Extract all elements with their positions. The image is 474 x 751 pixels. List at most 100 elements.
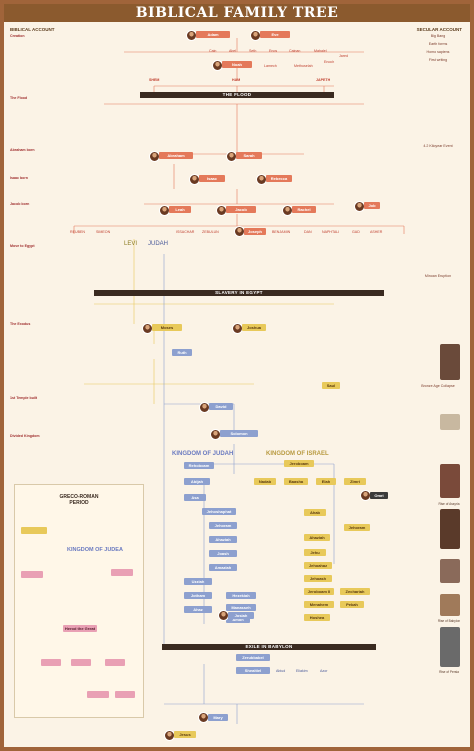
- artifact-label-babylon: Rise of Babylon: [437, 619, 461, 623]
- node-eve: Eve: [260, 31, 290, 38]
- name-ham: HAM: [232, 78, 241, 82]
- king-israel-zechariah: Zechariah: [340, 588, 370, 595]
- right-event-minoan: Minoan Eruption: [424, 274, 452, 278]
- king-judah-ahaziah: Ahaziah: [209, 536, 237, 543]
- tribe-gad: GAD: [352, 230, 360, 234]
- tribe-naphtali: NAPHTALI: [322, 230, 340, 234]
- king-judah-amon: Amon: [226, 616, 250, 623]
- biblical-account-label: BIBLICAL ACCOUNT: [10, 27, 55, 32]
- greco-roman-panel: GRECO-ROMAN PERIOD KINGDOM OF JUDEA Hero…: [14, 484, 144, 718]
- left-event-abraham: Abraham born: [10, 148, 35, 152]
- king-judah-joash: Joash: [209, 550, 237, 557]
- king-israel-pekah: Pekah: [340, 601, 364, 608]
- name-lamech: Lamech: [264, 64, 277, 68]
- king-israel-baasha: Baasha: [284, 478, 308, 485]
- king-israel-jehoram: Jehoram: [344, 524, 370, 531]
- king-israel-hoshea: Hoshea: [304, 614, 330, 621]
- greco-node-7: [105, 659, 125, 666]
- king-israel-nadab: Nadab: [254, 478, 276, 485]
- left-event-creation: Creation: [10, 34, 25, 38]
- king-judah-jehoram: Jehoram: [209, 522, 237, 529]
- node-noah: Noah: [222, 61, 252, 68]
- greco-node-2: [21, 571, 43, 578]
- node-moses: Moses: [152, 324, 182, 331]
- tribe-benjamin: BENJAMIN: [272, 230, 291, 234]
- king-israel-menahem: Menahem: [304, 601, 334, 608]
- king-judah-jotham: Jotham: [184, 592, 212, 599]
- node-saul: Saul: [322, 382, 340, 389]
- king-judah-jehoshaphat: Jehoshaphat: [202, 508, 236, 515]
- node-josiah: Josiah: [228, 612, 254, 619]
- poster-canvas: BIBLICAL FAMILY TREE BIBLICAL ACCOUNT SE…: [4, 4, 470, 747]
- king-judah-hezekiah: Hezekiah: [226, 592, 256, 599]
- left-event-egypt: Move to Egypt: [10, 244, 35, 248]
- artifact-label-persia: Rise of Persia: [439, 670, 459, 674]
- king-israel-jehoahaz: Jehoahaz: [304, 562, 332, 569]
- tribe-zebulun: ZEBULUN: [202, 230, 219, 234]
- tribe-simeon: SIMEON: [96, 230, 111, 234]
- band-flood: THE FLOOD: [140, 92, 334, 98]
- king-judah-amaziah: Amaziah: [209, 564, 237, 571]
- node-solomon: Solomon: [220, 430, 258, 437]
- node-sarah: Sarah: [236, 152, 262, 159]
- name-mahalel: Mahalel: [314, 49, 327, 53]
- tribe-dan: DAN: [304, 230, 312, 234]
- node-adam: Adam: [196, 31, 230, 38]
- king-israel-elah: Elah: [316, 478, 336, 485]
- king-israel-ahab: Ahab: [304, 509, 326, 516]
- king-israel-zimri: Zimri: [344, 478, 366, 485]
- node-ruth: Ruth: [172, 349, 192, 356]
- king-judah-ahaz: Ahaz: [184, 606, 212, 613]
- node-mary: Mary: [208, 714, 228, 721]
- name-seth: Seth: [249, 49, 257, 53]
- greco-node-herod: Herod the Great: [63, 625, 97, 632]
- king-judah-uzziah: Uzziah: [184, 578, 212, 585]
- king-judah-rehoboam: Rehoboam: [184, 462, 214, 469]
- artifact-stele-5: [440, 559, 460, 583]
- greco-node-5: [41, 659, 61, 666]
- greco-node-6: [71, 659, 91, 666]
- king-israel-ahaziah: Ahaziah: [304, 534, 330, 541]
- node-omri: Omri: [370, 492, 388, 499]
- name-enos: Enos: [269, 49, 278, 53]
- left-event-isaac: Isaac born: [10, 176, 28, 180]
- node-leah: Leah: [169, 206, 191, 213]
- tribe-levi: LEVI: [124, 241, 138, 247]
- greco-node-9: [115, 691, 135, 698]
- artifact-stele-1: [440, 344, 460, 380]
- artifact-stele-7: [440, 627, 460, 667]
- greco-title-line1: GRECO-ROMAN: [59, 494, 99, 500]
- node-jacob: Jacob: [226, 206, 256, 213]
- secular-account-label: SECULAR ACCOUNT: [416, 27, 462, 32]
- greco-node-8: [87, 691, 109, 698]
- node-abraham: Abraham: [159, 152, 193, 159]
- right-event-writing: First writing: [428, 58, 448, 62]
- king-judah-abijah: Abijah: [184, 478, 210, 485]
- name-methuselah: Methuselah: [294, 64, 313, 68]
- name-japeth: JAPETH: [316, 78, 331, 82]
- node-rebecca: Rebecca: [266, 175, 292, 182]
- label-kingdom-israel: KINGDOM OF ISRAEL: [266, 451, 329, 457]
- node-joseph: Joseph: [244, 228, 266, 235]
- name-cain: Cain: [209, 49, 217, 53]
- band-exile: EXILE IN BABYLON: [162, 644, 376, 650]
- king-israel-jehu: Jehu: [304, 549, 326, 556]
- right-event-kiloyear: 4.2 Kiloyear Event: [423, 144, 453, 148]
- tribe-asher: ASHER: [370, 230, 383, 234]
- node-david: David: [209, 403, 233, 410]
- page-title: BIBLICAL FAMILY TREE: [135, 5, 339, 21]
- right-event-earth: Earth forms: [428, 42, 448, 46]
- left-event-divided: Divided Kingdom: [10, 434, 40, 438]
- node-zerubbabel: Zerubbabel: [236, 654, 270, 661]
- left-event-jacob: Jacob born: [10, 202, 30, 206]
- king-judah-asa: Asa: [184, 494, 206, 501]
- name-enoch: Enoch: [324, 60, 335, 64]
- artifact-stele-3: [440, 464, 460, 498]
- tribe-judah: JUDAH: [148, 241, 169, 247]
- king-israel-jeroboam: Jeroboam: [284, 460, 314, 467]
- node-job: Job: [364, 202, 380, 209]
- greco-node-3: [111, 569, 133, 576]
- node-shealtiel: Shealtiel: [236, 667, 270, 674]
- name-abel: Abel: [229, 49, 237, 53]
